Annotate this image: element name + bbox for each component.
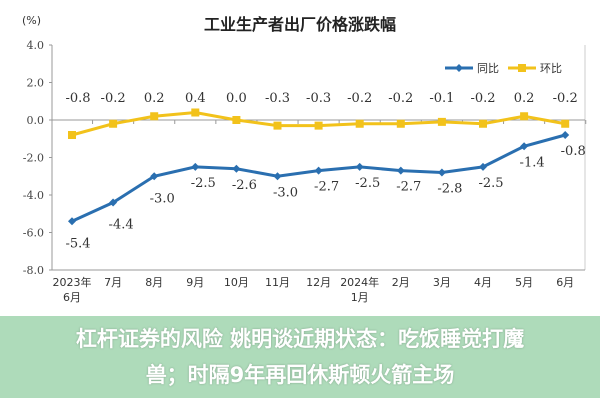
x-tick-label: 10月	[224, 276, 249, 289]
data-label: 0.2	[144, 91, 165, 106]
data-point	[273, 121, 282, 130]
data-point	[273, 172, 282, 181]
data-point	[561, 119, 570, 128]
x-tick-label: 1月	[351, 291, 369, 304]
data-point	[437, 168, 446, 177]
data-point	[150, 172, 159, 181]
data-label: 0.0	[226, 91, 247, 106]
y-tick-label: -8.0	[23, 264, 44, 277]
x-tick-label: 8月	[145, 276, 163, 289]
x-tick-label: 3月	[433, 276, 451, 289]
data-label: -0.2	[347, 91, 372, 106]
data-label: -5.4	[65, 236, 90, 251]
overlay-banner: 杠杆证券的风险 姚明谈近期状态：吃饭睡觉打魔 兽；时隔9年再回休斯顿火箭主场	[0, 316, 600, 398]
x-tick-label: 7月	[104, 276, 122, 289]
x-tick-label: 4月	[474, 276, 492, 289]
legend-marker	[455, 64, 463, 72]
data-label: -0.3	[265, 91, 290, 106]
x-tick-label: 2024年	[340, 275, 379, 289]
data-point	[396, 166, 405, 175]
data-point	[314, 121, 323, 130]
x-tick-label: 5月	[515, 276, 533, 289]
data-point	[68, 131, 76, 139]
data-label: -2.5	[355, 176, 380, 191]
data-label: -3.0	[273, 185, 298, 200]
data-label: -0.2	[388, 91, 413, 106]
data-point	[520, 142, 529, 151]
data-point	[109, 119, 118, 128]
y-tick-label: -2.0	[23, 152, 44, 165]
y-axis-label: (%)	[22, 14, 41, 27]
data-point	[191, 108, 200, 117]
legend-label: 环比	[540, 62, 562, 75]
y-tick-label: 0.0	[27, 114, 45, 127]
data-label: -4.4	[109, 218, 134, 233]
legend-marker	[518, 64, 526, 72]
data-label: -3.0	[150, 191, 175, 206]
data-label: 0.2	[514, 91, 535, 106]
data-label: -0.2	[470, 91, 495, 106]
data-point	[314, 166, 323, 175]
data-point	[355, 119, 364, 128]
x-tick-label: 2023年	[53, 275, 92, 289]
x-tick-label: 2月	[392, 276, 410, 289]
data-point	[479, 119, 487, 128]
data-label: -2.5	[191, 176, 216, 191]
data-label: -0.3	[306, 91, 331, 106]
overlay-line-2: 兽；时隔9年再回休斯顿火箭主场	[145, 363, 455, 387]
data-point	[479, 162, 487, 171]
data-point	[109, 198, 118, 207]
data-point	[232, 116, 241, 124]
data-point	[191, 162, 200, 171]
y-tick-label: -6.0	[23, 227, 44, 240]
data-point	[396, 119, 405, 128]
data-label: -2.7	[396, 180, 421, 195]
data-label: -1.4	[520, 155, 545, 170]
x-tick-label: 6月	[63, 291, 81, 304]
data-label: -2.6	[232, 178, 257, 193]
data-point	[232, 164, 241, 173]
legend-label: 同比	[477, 62, 499, 75]
data-point	[150, 112, 159, 121]
x-tick-label: 12月	[306, 276, 331, 289]
y-tick-label: 2.0	[27, 77, 45, 90]
data-label: -0.1	[429, 91, 454, 106]
data-point	[437, 117, 446, 126]
x-tick-label: 11月	[265, 276, 290, 289]
data-label: -2.7	[314, 180, 339, 195]
data-label: -0.8	[65, 91, 90, 106]
chart-title: 工业生产者出厂价格涨跌幅	[204, 15, 396, 34]
data-label: -0.2	[101, 91, 126, 106]
y-tick-label: -4.0	[23, 189, 44, 202]
data-point	[520, 112, 529, 121]
data-label: -0.2	[553, 91, 578, 106]
data-point	[561, 131, 570, 139]
data-label: -0.8	[561, 144, 586, 159]
data-label: -2.8	[437, 182, 462, 197]
data-label: 0.4	[185, 91, 206, 106]
data-label: -2.5	[478, 176, 503, 191]
data-point	[355, 162, 364, 171]
y-tick-label: 4.0	[27, 39, 45, 52]
x-tick-label: 6月	[556, 276, 574, 289]
overlay-line-1: 杠杆证券的风险 姚明谈近期状态：吃饭睡觉打魔	[75, 327, 525, 351]
data-point	[68, 217, 76, 226]
x-tick-label: 9月	[186, 276, 204, 289]
